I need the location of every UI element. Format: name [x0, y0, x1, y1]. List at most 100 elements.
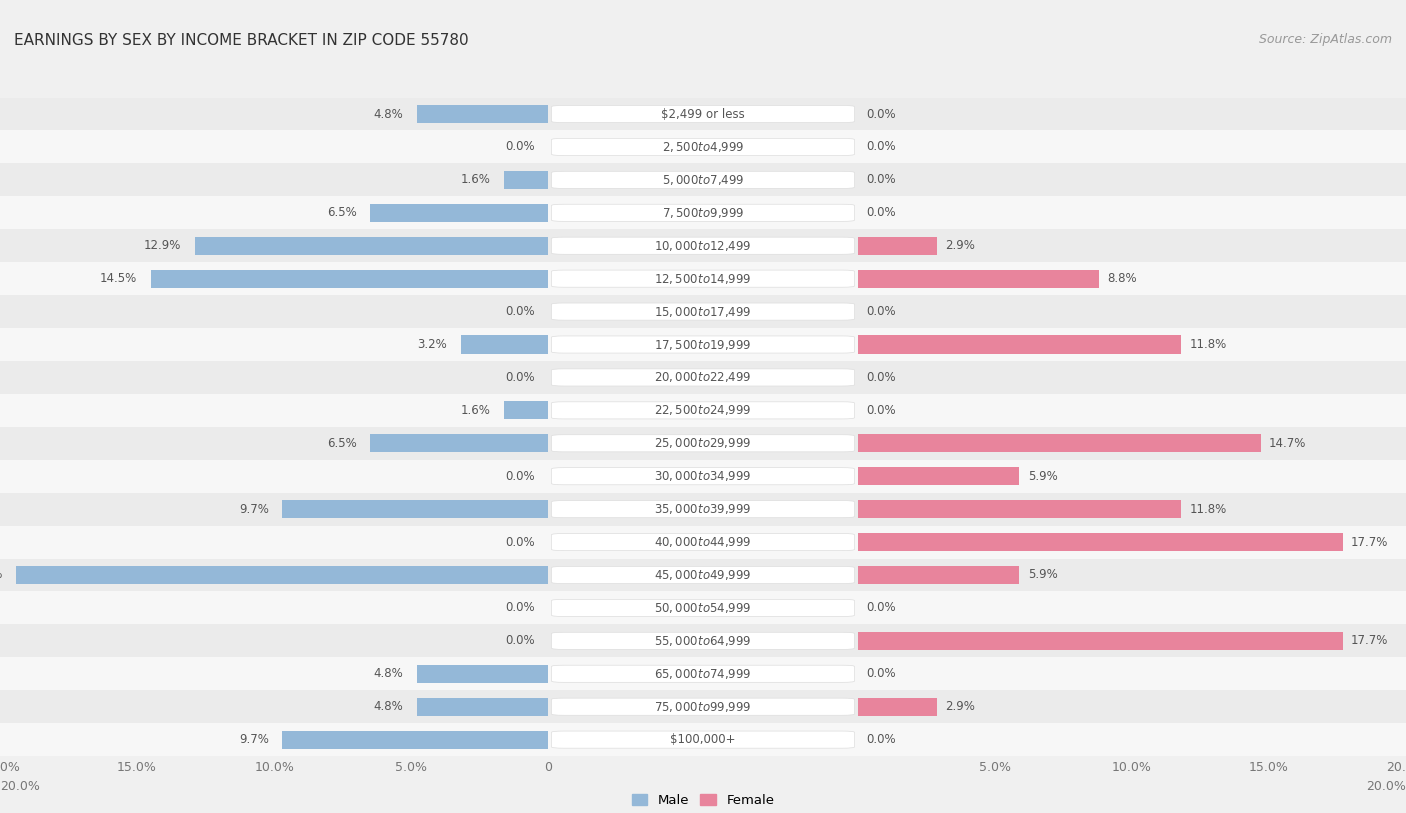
Bar [194, 237, 548, 254]
Text: 0.0%: 0.0% [866, 371, 896, 384]
FancyBboxPatch shape [551, 533, 855, 550]
Bar [0, 690, 548, 724]
Text: 5.9%: 5.9% [1028, 568, 1057, 581]
Bar [548, 295, 858, 328]
Bar [858, 237, 938, 254]
Text: 0.0%: 0.0% [866, 305, 896, 318]
Bar [283, 731, 548, 749]
Bar [461, 336, 548, 354]
Bar [416, 665, 548, 683]
Bar [858, 724, 1406, 756]
Text: $5,000 to $7,499: $5,000 to $7,499 [662, 173, 744, 187]
Bar [0, 559, 548, 592]
Bar [858, 533, 1343, 551]
Bar [0, 130, 548, 163]
Bar [0, 460, 548, 493]
Bar [858, 263, 1406, 295]
FancyBboxPatch shape [551, 435, 855, 452]
Text: 1.6%: 1.6% [461, 404, 491, 417]
FancyBboxPatch shape [551, 237, 855, 254]
Text: $45,000 to $49,999: $45,000 to $49,999 [654, 568, 752, 582]
Bar [858, 467, 1019, 485]
FancyBboxPatch shape [551, 138, 855, 155]
Text: 4.8%: 4.8% [373, 667, 404, 680]
Text: 20.0%: 20.0% [1367, 780, 1406, 793]
FancyBboxPatch shape [551, 633, 855, 650]
FancyBboxPatch shape [551, 204, 855, 221]
FancyBboxPatch shape [551, 731, 855, 748]
Text: 0.0%: 0.0% [866, 207, 896, 220]
Bar [0, 624, 548, 657]
Text: 9.7%: 9.7% [239, 502, 269, 515]
Text: $40,000 to $44,999: $40,000 to $44,999 [654, 535, 752, 549]
Bar [416, 698, 548, 715]
Bar [548, 624, 858, 657]
Text: 0.0%: 0.0% [505, 141, 534, 154]
Text: $35,000 to $39,999: $35,000 to $39,999 [654, 502, 752, 516]
Text: 11.8%: 11.8% [1189, 338, 1226, 351]
Bar [858, 130, 1406, 163]
Text: $2,500 to $4,999: $2,500 to $4,999 [662, 140, 744, 154]
FancyBboxPatch shape [551, 467, 855, 485]
Bar [416, 105, 548, 123]
Bar [548, 263, 858, 295]
Bar [858, 657, 1406, 690]
Bar [0, 724, 548, 756]
Bar [858, 624, 1406, 657]
Text: $20,000 to $22,499: $20,000 to $22,499 [654, 371, 752, 385]
Text: 17.7%: 17.7% [1351, 536, 1389, 549]
Bar [548, 427, 858, 460]
Text: 17.7%: 17.7% [1351, 634, 1389, 647]
Bar [858, 427, 1406, 460]
FancyBboxPatch shape [551, 599, 855, 616]
Text: 20.0%: 20.0% [0, 780, 39, 793]
Bar [0, 657, 548, 690]
Bar [0, 295, 548, 328]
Bar [858, 394, 1406, 427]
Bar [0, 197, 548, 229]
Text: $22,500 to $24,999: $22,500 to $24,999 [654, 403, 752, 417]
Bar [858, 361, 1406, 394]
Text: 6.5%: 6.5% [326, 437, 357, 450]
Text: 0.0%: 0.0% [866, 667, 896, 680]
Text: 0.0%: 0.0% [505, 602, 534, 615]
Text: $55,000 to $64,999: $55,000 to $64,999 [654, 634, 752, 648]
Bar [858, 698, 938, 715]
Text: 11.8%: 11.8% [1189, 502, 1226, 515]
FancyBboxPatch shape [551, 303, 855, 320]
Text: $10,000 to $12,499: $10,000 to $12,499 [654, 239, 752, 253]
Bar [548, 197, 858, 229]
Bar [858, 295, 1406, 328]
Bar [548, 657, 858, 690]
Text: $2,499 or less: $2,499 or less [661, 107, 745, 120]
Bar [548, 559, 858, 592]
Bar [17, 566, 548, 584]
Bar [858, 592, 1406, 624]
Text: 4.8%: 4.8% [373, 700, 404, 713]
Bar [858, 270, 1099, 288]
Bar [548, 130, 858, 163]
Bar [0, 98, 548, 131]
Bar [858, 559, 1406, 592]
Text: 0.0%: 0.0% [866, 733, 896, 746]
Text: 0.0%: 0.0% [505, 634, 534, 647]
Bar [548, 328, 858, 361]
Bar [505, 402, 548, 420]
Text: $30,000 to $34,999: $30,000 to $34,999 [654, 469, 752, 483]
Text: $75,000 to $99,999: $75,000 to $99,999 [654, 700, 752, 714]
Bar [858, 163, 1406, 197]
Bar [0, 263, 548, 295]
Text: 0.0%: 0.0% [866, 173, 896, 186]
Bar [548, 460, 858, 493]
Text: 3.2%: 3.2% [418, 338, 447, 351]
Text: 0.0%: 0.0% [866, 141, 896, 154]
Text: 5.9%: 5.9% [1028, 470, 1057, 483]
Text: Source: ZipAtlas.com: Source: ZipAtlas.com [1258, 33, 1392, 46]
Bar [505, 171, 548, 189]
Bar [0, 229, 548, 263]
Text: 1.6%: 1.6% [461, 173, 491, 186]
Text: 14.7%: 14.7% [1268, 437, 1306, 450]
Bar [548, 592, 858, 624]
Bar [858, 566, 1019, 584]
Bar [858, 328, 1406, 361]
